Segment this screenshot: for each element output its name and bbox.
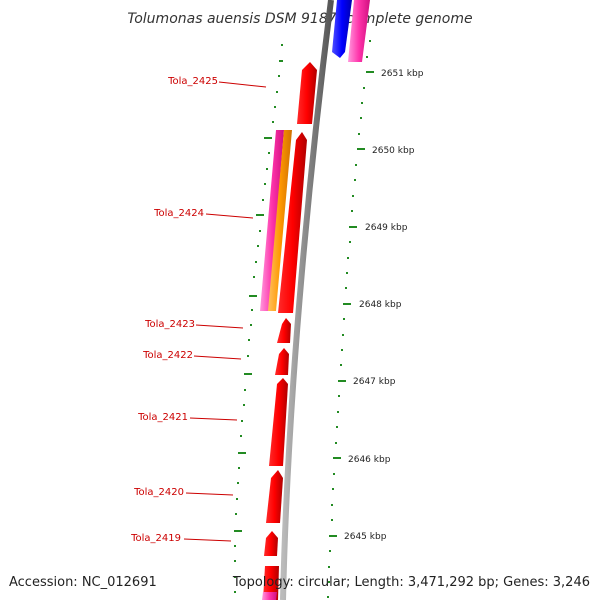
- gene-tola-2421: [269, 378, 288, 466]
- gene-label-tola-2424: Tola_2424: [153, 208, 204, 219]
- tick-label-2648: 2648 kbp: [359, 300, 402, 310]
- gene-tola-2425: [297, 62, 317, 124]
- rna-feature-tola-2424: [260, 130, 284, 311]
- gene-label-tola-2422: Tola_2422: [142, 350, 193, 361]
- outer-ruler: [234, 44, 283, 593]
- tick-label-2647: 2647 kbp: [353, 377, 396, 387]
- gene-label-tola-2420: Tola_2420: [133, 487, 184, 498]
- gene-tola-2423: [277, 318, 291, 343]
- pink-feature-top: [348, 0, 370, 62]
- gene-label-tola-2421: Tola_2421: [137, 412, 188, 423]
- tick-label-2651: 2651 kbp: [381, 69, 424, 79]
- gene-tola-2424: [278, 132, 307, 313]
- gene-label-tola-2419: Tola_2419: [130, 533, 181, 544]
- gene-tola-2422: [275, 348, 289, 375]
- map-title: Tolumonas auensis DSM 9187, complete gen…: [127, 11, 472, 27]
- pink-feature-bottom: [262, 592, 277, 600]
- genome-summary-text: Topology: circular; Length: 3,471,292 bp…: [232, 575, 590, 590]
- gene-bottom-partial: [263, 566, 279, 600]
- gene-label-tola-2425: Tola_2425: [167, 76, 218, 87]
- tick-label-2645: 2645 kbp: [344, 532, 387, 542]
- blue-feature: [332, 0, 352, 58]
- genome-backbone: [280, 0, 334, 600]
- tick-label-2649: 2649 kbp: [365, 223, 408, 233]
- tick-label-2646: 2646 kbp: [348, 455, 391, 465]
- gene-label-tola-2423: Tola_2423: [144, 319, 195, 330]
- accession-text: Accession: NC_012691: [9, 575, 157, 590]
- gene-tola-2419: [264, 531, 278, 556]
- gene-leader-lines: [183, 81, 267, 542]
- tick-label-2650: 2650 kbp: [372, 146, 415, 156]
- gene-tola-2420: [266, 470, 283, 523]
- orange-feature-tola-2424: [268, 130, 292, 311]
- inner-ruler: [327, 40, 374, 598]
